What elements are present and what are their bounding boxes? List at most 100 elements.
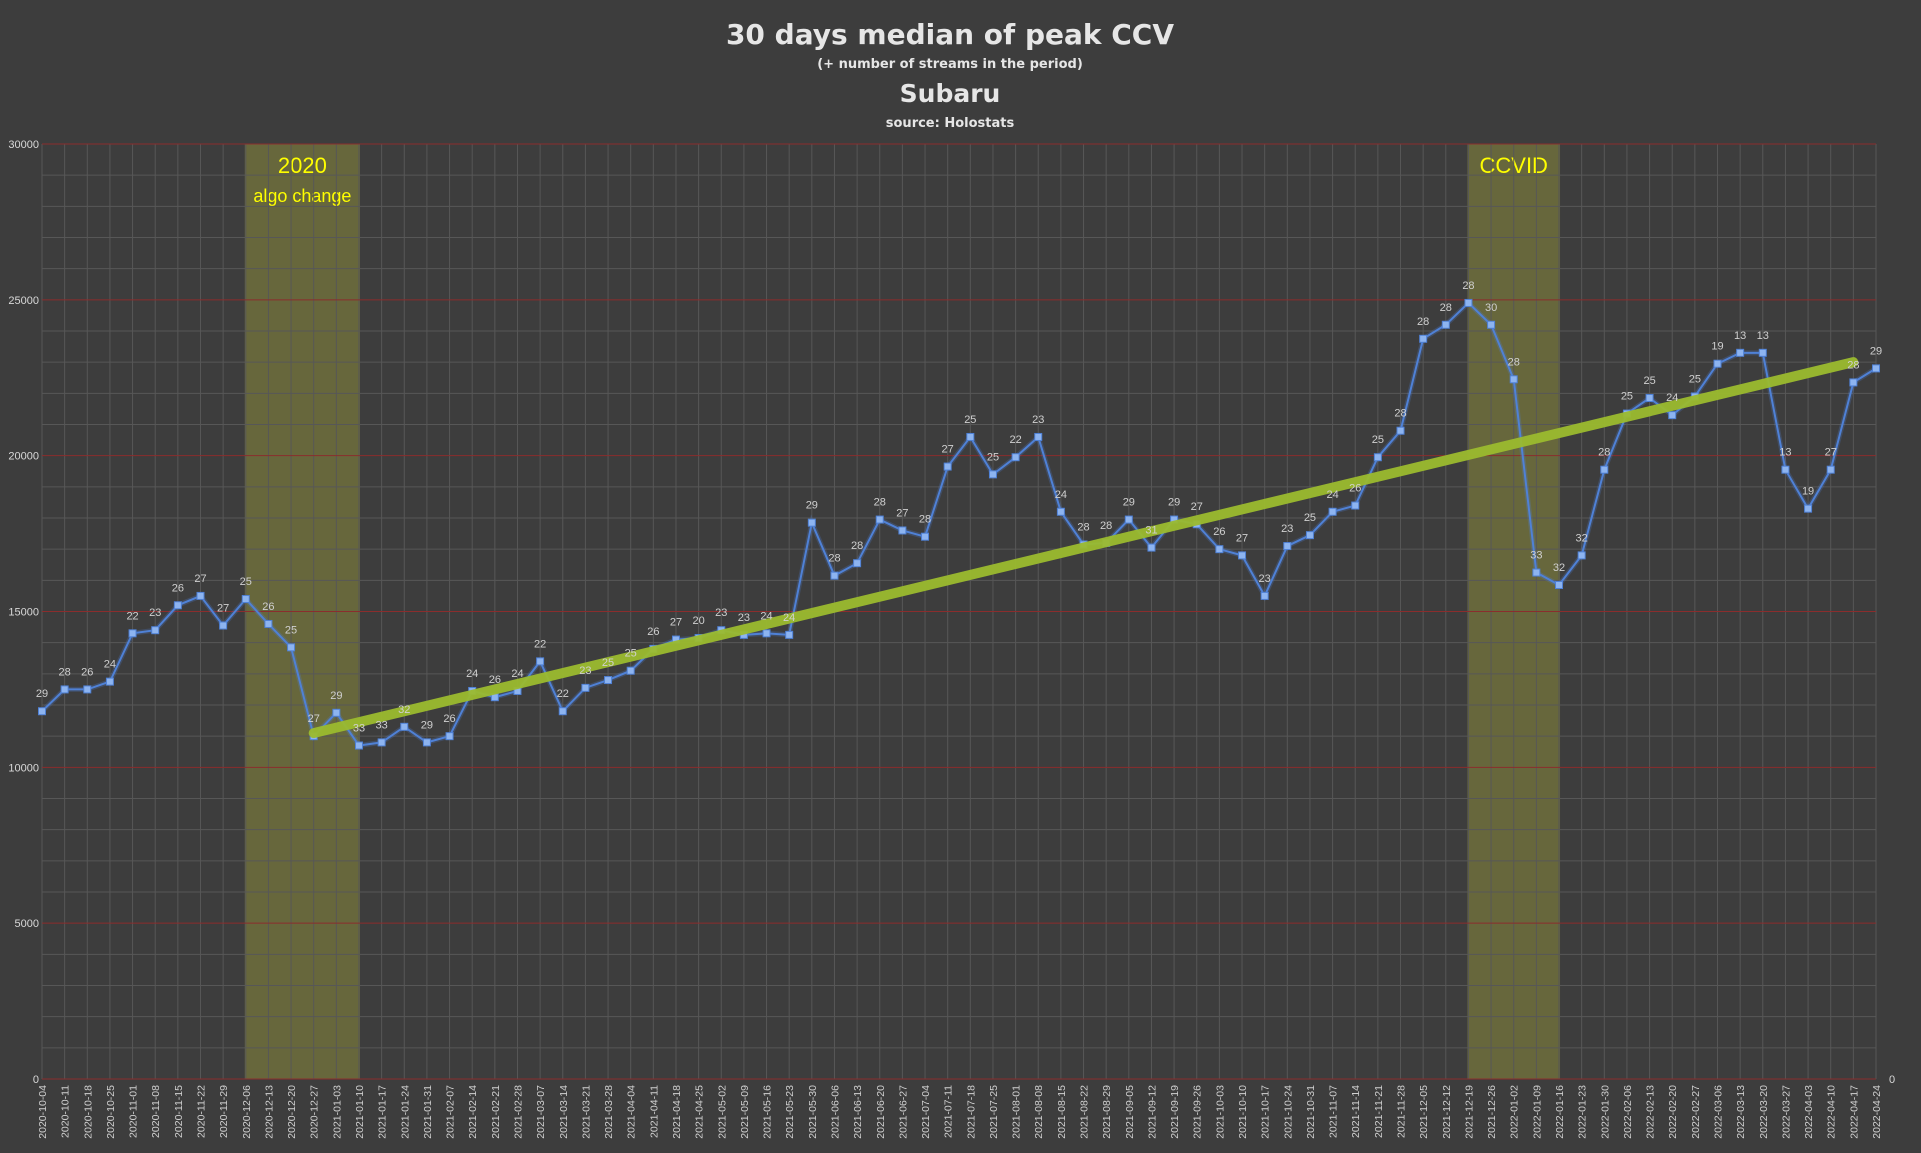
data-label: 24 [466, 668, 478, 680]
x-tick-label: 2021-08-01 [1011, 1085, 1023, 1139]
data-point [536, 657, 545, 666]
data-point [943, 462, 952, 471]
data-label: 26 [489, 674, 501, 686]
data-label: 29 [421, 719, 433, 731]
data-label: 25 [1643, 375, 1655, 387]
data-point [807, 518, 816, 527]
data-point [581, 683, 590, 692]
data-label: 23 [1259, 573, 1271, 585]
x-tick-label: 2022-02-20 [1667, 1085, 1679, 1139]
x-tick-label: 2021-01-03 [331, 1085, 343, 1139]
x-tick-label: 2021-11-07 [1328, 1085, 1340, 1138]
data-label: 13 [1757, 330, 1769, 342]
x-tick-label: 2021-04-25 [694, 1085, 706, 1139]
data-label: 23 [579, 665, 591, 677]
data-label: 23 [1032, 414, 1044, 426]
data-label: 26 [172, 582, 184, 594]
data-label: 28 [1462, 280, 1474, 292]
data-label: 27 [194, 573, 206, 585]
x-tick-label: 2021-03-14 [558, 1085, 570, 1139]
data-label: 28 [1394, 408, 1406, 420]
data-point [1781, 465, 1790, 474]
data-label: 19 [1711, 341, 1723, 353]
x-tick-label: 2022-02-06 [1622, 1085, 1634, 1139]
data-label: 32 [1553, 562, 1565, 574]
axes: 0 5000 10000 15000 20000 25000 30000 2020-10-04… [8, 139, 1883, 1139]
data-point [966, 432, 975, 441]
data-point [354, 741, 363, 750]
data-point [1555, 581, 1564, 590]
data-point [1849, 378, 1858, 387]
data-point [988, 470, 997, 479]
data-label: 26 [262, 601, 274, 613]
data-label: 26 [1213, 526, 1225, 538]
data-label: 29 [1168, 497, 1180, 509]
x-tick-label: 2022-04-24 [1871, 1085, 1883, 1139]
data-label: 23 [1281, 523, 1293, 535]
data-label: 24 [1666, 392, 1678, 404]
trendline-layer [308, 357, 1859, 739]
data-point [422, 738, 431, 747]
data-point [1441, 320, 1450, 329]
x-tick-label: 2022-03-13 [1735, 1085, 1747, 1139]
x-tick-label: 2021-09-19 [1169, 1085, 1181, 1139]
x-tick-label: 2021-07-18 [965, 1085, 977, 1139]
x-tick-label: 2021-02-28 [512, 1085, 524, 1139]
x-tick-label: 2021-06-13 [852, 1085, 864, 1139]
data-label: 25 [240, 576, 252, 588]
x-tick-label: 2021-05-30 [807, 1085, 819, 1139]
x-tick-label: 2020-10-25 [105, 1085, 117, 1139]
data-label: 33 [376, 719, 388, 731]
data-label: 28 [919, 514, 931, 526]
data-point [1305, 531, 1314, 540]
data-point [626, 666, 635, 675]
x-tick-label: 2021-02-14 [467, 1085, 479, 1139]
data-label: 32 [398, 704, 410, 716]
y-tick-label: 25000 [8, 295, 39, 307]
x-tick-label: 2021-12-05 [1418, 1085, 1430, 1139]
data-label: 24 [511, 668, 523, 680]
data-label: 29 [36, 688, 48, 700]
data-point [1736, 348, 1745, 357]
x-tick-label: 2021-02-07 [445, 1085, 457, 1139]
x-tick-label: 2021-05-16 [762, 1085, 774, 1139]
data-point [1351, 501, 1360, 510]
data-point [1056, 507, 1065, 516]
data-label: 28 [851, 540, 863, 552]
data-label: 28 [1077, 521, 1089, 533]
x-tick-label: 2021-01-17 [377, 1085, 389, 1139]
data-label: 28 [1440, 302, 1452, 314]
x-tick-label: 2021-12-12 [1441, 1085, 1453, 1139]
data-point [1509, 375, 1518, 384]
y-tick-label: 10000 [8, 762, 39, 774]
data-label: 27 [942, 444, 954, 456]
data-point [1532, 568, 1541, 577]
data-label: 25 [1689, 373, 1701, 385]
data-label: 28 [828, 553, 840, 565]
data-point [1487, 320, 1496, 329]
data-label: 25 [1621, 391, 1633, 403]
data-point [196, 591, 205, 600]
data-label: 24 [1326, 489, 1338, 501]
data-label: 25 [625, 648, 637, 660]
data-label: 28 [1417, 316, 1429, 328]
x-tick-label: 2021-04-18 [671, 1085, 683, 1139]
data-point [128, 629, 137, 638]
x-tick-label: 2022-02-27 [1690, 1085, 1702, 1139]
x-tick-label: 2022-01-23 [1577, 1085, 1589, 1139]
data-label: 23 [738, 612, 750, 624]
data-label: 33 [353, 723, 365, 735]
data-point [1238, 551, 1247, 560]
chart-subject: Subaru [900, 79, 1001, 108]
data-point [332, 708, 341, 717]
x-tick-label: 2021-05-23 [784, 1085, 796, 1139]
data-point [1577, 551, 1586, 560]
data-point [400, 722, 409, 731]
data-point [219, 621, 228, 630]
x-tick-label: 2021-07-25 [988, 1085, 1000, 1139]
data-point [60, 685, 69, 694]
data-label: 24 [760, 610, 772, 622]
data-label: 29 [1870, 345, 1882, 357]
